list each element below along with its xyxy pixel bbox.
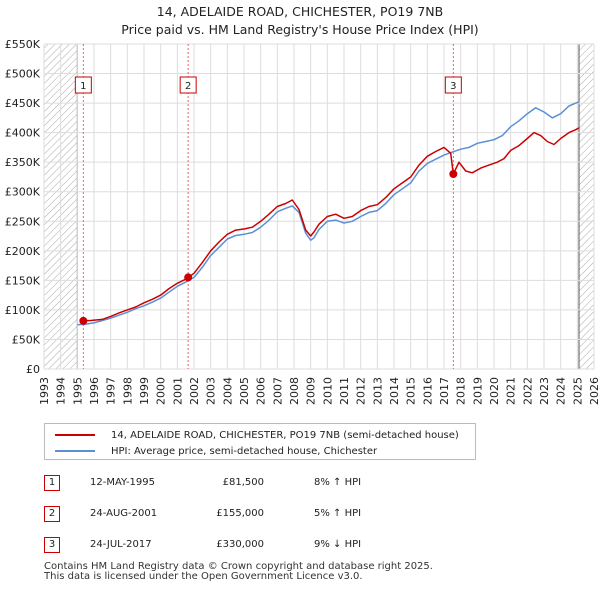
y-tick-label: £400K <box>5 127 41 140</box>
plot-background <box>44 44 594 369</box>
transaction-price: £81,500 <box>222 477 264 488</box>
x-tick-label: 2007 <box>271 377 284 405</box>
x-tick-label: 2013 <box>371 377 384 405</box>
sale-marker-box <box>179 76 197 94</box>
sale-point <box>79 316 88 325</box>
x-tick-label: 1993 <box>38 377 51 405</box>
y-tick-label: £100K <box>5 304 41 317</box>
x-tick-label: 1998 <box>121 377 134 405</box>
sale-marker-label: 2 <box>185 81 191 92</box>
y-tick-label: £550K <box>5 38 41 51</box>
x-tick-label: 2010 <box>321 377 334 405</box>
x-tick-label: 2005 <box>238 377 251 405</box>
chart-title-block: 14, ADELAIDE ROAD, CHICHESTER, PO19 7NB … <box>0 3 600 39</box>
y-tick-label: £200K <box>5 245 41 258</box>
legend: 14, ADELAIDE ROAD, CHICHESTER, PO19 7NB … <box>44 423 476 460</box>
x-axis-ticks: 1993 1994 1995 1996 1997 1998 1999 2000 2001 2002… <box>38 377 600 405</box>
sale-marker-box <box>444 76 462 94</box>
hpi-line <box>77 101 580 326</box>
legend-swatch-property <box>55 434 95 436</box>
grid <box>43 43 595 370</box>
x-tick-label: 2020 <box>488 377 501 405</box>
legend-label-hpi: HPI: Average price, semi-detached house,… <box>111 445 378 457</box>
y-tick-label: £150K <box>5 274 41 287</box>
property-price-line <box>83 127 580 322</box>
x-tick-label: 2026 <box>588 377 600 405</box>
transaction-number: 1 <box>44 475 60 491</box>
transaction-hpi: 9% ↓ HPI <box>314 539 362 550</box>
footer-licence: This data is licensed under the Open Gov… <box>44 571 363 582</box>
x-tick-label: 2004 <box>221 377 234 405</box>
x-tick-label: 2014 <box>388 377 401 405</box>
transaction-number: 2 <box>44 506 60 522</box>
transaction-date: 12-MAY-1995 <box>90 477 156 488</box>
x-tick-label: 2006 <box>255 377 268 405</box>
transaction-date: 24-AUG-2001 <box>90 508 158 519</box>
y-tick-label: £500K <box>5 68 41 81</box>
x-tick-label: 2012 <box>355 377 368 405</box>
table-row: 1 12-MAY-1995 £81,500 8% ↑ HPI <box>44 475 464 493</box>
footer-copyright: Contains HM Land Registry data © Crown c… <box>44 561 433 572</box>
x-tick-label: 2019 <box>471 377 484 405</box>
sale-marker-label: 1 <box>80 81 86 92</box>
y-tick-label: £450K <box>5 97 41 110</box>
series-lines <box>77 101 580 326</box>
y-tick-label: £250K <box>5 215 41 228</box>
price-chart: 1 2 3 £0 £50K £100K £150K £200K £250K £300K £350K… <box>5 38 600 405</box>
x-tick-label: 2008 <box>288 377 301 405</box>
y-tick-label: £300K <box>5 186 41 199</box>
transaction-number: 3 <box>44 537 60 553</box>
x-tick-label: 1999 <box>138 377 151 405</box>
legend-swatch-hpi <box>55 450 95 452</box>
table-row: 2 24-AUG-2001 £155,000 5% ↑ HPI <box>44 506 464 524</box>
x-tick-label: 2011 <box>338 377 351 405</box>
legend-item-property: 14, ADELAIDE ROAD, CHICHESTER, PO19 7NB … <box>55 428 459 442</box>
y-tick-label: £50K <box>12 333 41 346</box>
sale-points <box>79 170 458 325</box>
footer: Contains HM Land Registry data © Crown c… <box>44 562 433 582</box>
sale-point <box>184 273 193 282</box>
table-row: 3 24-JUL-2017 £330,000 9% ↓ HPI <box>44 537 464 555</box>
x-tick-label: 1994 <box>55 377 68 405</box>
x-tick-label: 2015 <box>405 377 418 405</box>
x-tick-label: 2002 <box>188 377 201 405</box>
x-tick-label: 2022 <box>521 377 534 405</box>
x-tick-label: 2000 <box>155 377 168 405</box>
x-tick-label: 2023 <box>538 377 551 405</box>
x-tick-label: 2017 <box>438 377 451 405</box>
transaction-hpi: 5% ↑ HPI <box>314 508 362 519</box>
transaction-price: £330,000 <box>216 539 264 550</box>
transaction-date: 24-JUL-2017 <box>90 539 152 550</box>
legend-label-property: 14, ADELAIDE ROAD, CHICHESTER, PO19 7NB … <box>111 429 459 441</box>
x-tick-label: 2025 <box>571 377 584 405</box>
x-tick-label: 2024 <box>555 377 568 405</box>
hatched-region <box>579 44 594 369</box>
legend-item-hpi: HPI: Average price, semi-detached house,… <box>55 444 377 458</box>
x-tick-label: 1995 <box>71 377 84 405</box>
y-tick-label: £350K <box>5 156 41 169</box>
x-tick-label: 2001 <box>171 377 184 405</box>
transaction-hpi: 8% ↑ HPI <box>314 477 362 488</box>
chart-subtitle: Price paid vs. HM Land Registry's House … <box>121 22 479 37</box>
x-tick-label: 2016 <box>421 377 434 405</box>
sale-point <box>449 170 458 178</box>
x-tick-label: 2021 <box>505 377 518 405</box>
x-tick-label: 2018 <box>455 377 468 405</box>
x-tick-label: 1996 <box>88 377 101 405</box>
sale-marker-label: 3 <box>450 81 456 92</box>
x-tick-label: 2003 <box>205 377 218 405</box>
y-tick-label: £0 <box>26 363 40 376</box>
sale-markers: 1 2 3 <box>74 76 462 94</box>
x-tick-label: 1997 <box>105 377 118 405</box>
transaction-price: £155,000 <box>216 508 264 519</box>
sale-marker-box <box>74 76 92 94</box>
chart-title: 14, ADELAIDE ROAD, CHICHESTER, PO19 7NB <box>156 4 444 19</box>
x-tick-label: 2009 <box>305 377 318 405</box>
y-axis-ticks: £0 £50K £100K £150K £200K £250K £300K £350K £400… <box>5 38 41 376</box>
